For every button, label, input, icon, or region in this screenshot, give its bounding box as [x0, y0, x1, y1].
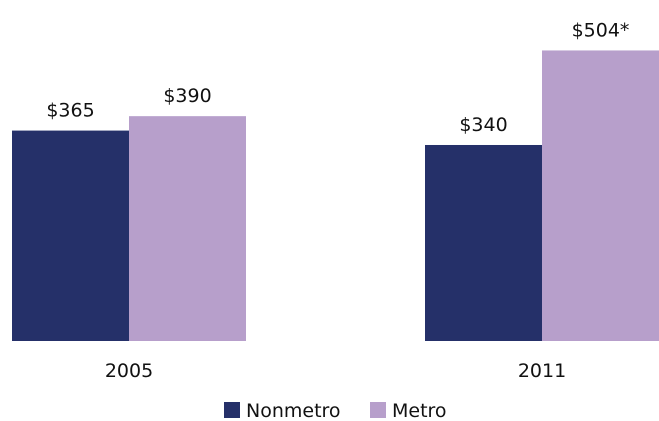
category-label-2005: 2005	[105, 360, 153, 382]
value-label-metro-2011: $504*	[572, 19, 630, 41]
bars-layer	[12, 50, 659, 341]
value-label-nonmetro-2005: $365	[46, 100, 94, 122]
value-label-metro-2005: $390	[163, 85, 211, 107]
bar-metro-2005	[129, 116, 246, 341]
legend-swatch-metro	[370, 402, 386, 418]
value-labels-layer: $365 $390 $340 $504*	[46, 19, 629, 136]
bar-nonmetro-2011	[425, 144, 542, 341]
value-label-nonmetro-2011: $340	[459, 114, 507, 136]
category-label-2011: 2011	[518, 360, 566, 382]
legend-swatch-nonmetro	[224, 402, 240, 418]
bar-nonmetro-2005	[12, 130, 129, 341]
category-labels-layer: 2005 2011	[105, 360, 566, 382]
bar-metro-2011	[542, 50, 659, 341]
legend-label-metro: Metro	[392, 400, 447, 421]
legend-label-nonmetro: Nonmetro	[246, 400, 341, 421]
legend: Nonmetro Metro	[224, 400, 447, 421]
